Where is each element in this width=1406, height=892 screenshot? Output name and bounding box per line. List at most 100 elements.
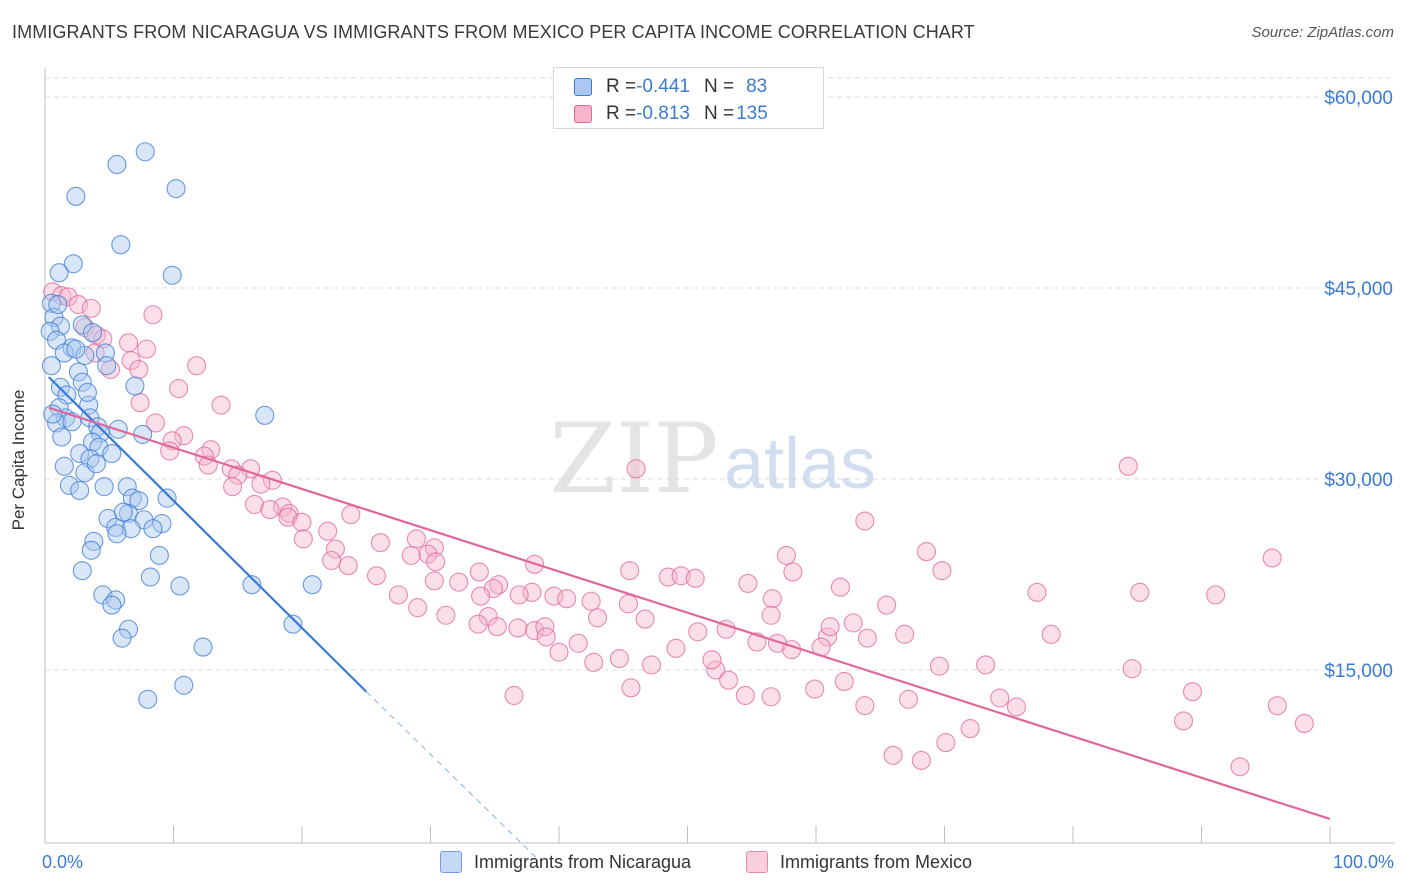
legend-n-label: N =	[703, 76, 735, 97]
point-nicaragua	[81, 540, 101, 560]
point-mexico	[990, 688, 1010, 708]
point-mexico	[584, 652, 604, 672]
point-nicaragua	[48, 295, 68, 315]
correlation-legend: R = -0.441 N = 83 R = -0.813 N = 135	[553, 67, 824, 129]
point-nicaragua	[94, 477, 114, 497]
point-nicaragua	[86, 454, 106, 474]
point-nicaragua	[157, 488, 177, 508]
point-nicaragua	[113, 502, 133, 522]
legend-swatch-mexico	[746, 851, 768, 873]
point-nicaragua	[82, 432, 103, 452]
point-mexico	[719, 670, 739, 690]
series-nicaragua-points	[40, 142, 322, 709]
point-nicaragua	[135, 142, 155, 162]
point-nicaragua	[143, 519, 163, 539]
legend-item-mexico: Immigrants from Mexico	[746, 851, 972, 873]
point-mexico	[487, 617, 507, 637]
point-mexico	[620, 561, 640, 581]
point-mexico	[469, 562, 489, 582]
point-mexico	[292, 512, 312, 532]
point-nicaragua	[66, 339, 86, 359]
point-nicaragua	[70, 480, 90, 501]
point-nicaragua	[117, 477, 137, 497]
point-mexico	[244, 494, 265, 515]
point-mexico	[735, 685, 755, 706]
point-mexico	[776, 545, 796, 565]
series-mexico-points	[43, 282, 1314, 777]
point-mexico	[609, 648, 629, 669]
point-mexico	[706, 660, 726, 680]
point-mexico	[805, 679, 825, 699]
point-nicaragua	[54, 343, 74, 363]
point-mexico	[370, 533, 390, 553]
point-nicaragua	[193, 637, 213, 657]
legend-row-nicaragua: R = -0.441 N = 83	[574, 75, 767, 99]
point-mexico	[843, 613, 863, 633]
point-nicaragua	[82, 323, 103, 343]
point-mexico	[1041, 624, 1061, 644]
point-mexico	[702, 650, 722, 670]
point-mexico	[762, 589, 782, 609]
point-nicaragua	[63, 254, 83, 274]
point-nicaragua	[170, 576, 190, 596]
point-mexico	[401, 545, 421, 565]
point-nicaragua	[125, 376, 145, 396]
point-mexico	[293, 529, 313, 549]
point-nicaragua	[152, 514, 172, 534]
point-mexico	[1262, 548, 1282, 568]
legend-r-label: R =	[606, 76, 637, 97]
point-nicaragua	[97, 356, 117, 376]
point-mexico	[883, 745, 903, 765]
point-mexico	[130, 393, 150, 413]
point-mexico	[1182, 682, 1203, 702]
point-mexico	[932, 561, 952, 581]
point-mexico	[820, 617, 840, 637]
chart-title: IMMIGRANTS FROM NICARAGUA VS IMMIGRANTS …	[12, 22, 975, 42]
point-mexico	[929, 656, 949, 676]
point-mexico	[738, 573, 758, 593]
point-mexico	[855, 511, 875, 531]
x-axis-max-label: 100.0%	[1332, 852, 1394, 872]
point-mexico	[322, 550, 342, 571]
point-mexico	[508, 618, 528, 638]
point-mexico	[536, 627, 556, 647]
y-tick-label: $60,000	[1324, 88, 1393, 109]
legend-n-value: 135	[736, 103, 768, 124]
point-nicaragua	[77, 382, 97, 402]
point-mexico	[1130, 582, 1150, 602]
point-mexico	[830, 577, 850, 597]
point-mexico	[911, 750, 931, 770]
point-mexico	[688, 622, 708, 642]
point-mexico	[260, 500, 280, 520]
point-mexico	[187, 356, 207, 376]
point-nicaragua	[121, 519, 141, 539]
point-mexico	[1230, 757, 1250, 777]
point-nicaragua	[166, 179, 186, 199]
point-mexico	[1267, 696, 1287, 716]
y-tick-labels: $15,000 $30,000 $45,000 $60,000	[1324, 88, 1393, 682]
point-mexico	[136, 339, 157, 359]
point-nicaragua	[54, 456, 74, 476]
chart-source: Source: ZipAtlas.com	[1251, 24, 1394, 41]
point-mexico	[671, 566, 691, 586]
y-tick-label: $15,000	[1324, 661, 1393, 682]
point-mexico	[58, 287, 78, 307]
series-legend: Immigrants from Nicaragua Immigrants fro…	[0, 851, 1406, 877]
point-mexico	[1122, 659, 1142, 679]
point-mexico	[767, 633, 788, 653]
point-mexico	[424, 571, 444, 591]
watermark-zip: ZIP	[549, 403, 718, 515]
point-nicaragua	[70, 443, 90, 464]
point-mexico	[341, 505, 361, 525]
point-nicaragua	[41, 293, 61, 313]
point-nicaragua	[72, 372, 92, 392]
point-mexico	[666, 638, 686, 658]
point-nicaragua	[49, 263, 69, 283]
point-mexico	[436, 605, 456, 625]
point-mexico	[211, 395, 231, 415]
point-mexico	[406, 529, 426, 549]
point-nicaragua	[102, 595, 122, 615]
legend-r-label: R =	[606, 103, 637, 124]
point-nicaragua	[106, 517, 126, 537]
point-mexico	[278, 507, 298, 527]
